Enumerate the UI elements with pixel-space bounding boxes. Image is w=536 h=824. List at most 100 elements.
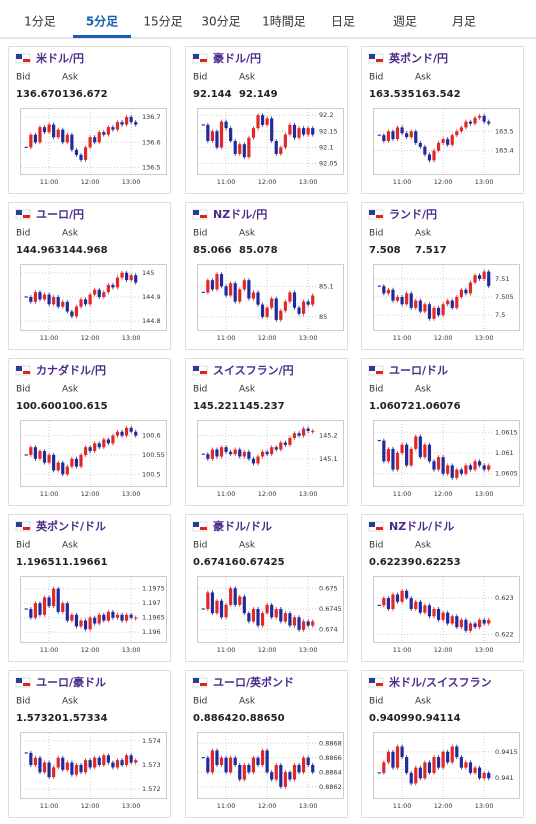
candle — [74, 149, 79, 155]
candle — [459, 469, 463, 474]
candle — [418, 767, 422, 779]
candle — [265, 750, 269, 773]
candle — [97, 132, 101, 143]
candle — [405, 293, 409, 305]
candle — [288, 437, 292, 445]
ask-value: 0.67425 — [239, 557, 285, 568]
candle — [83, 760, 88, 773]
candle — [260, 613, 265, 626]
candle — [418, 436, 422, 458]
candle — [29, 752, 33, 765]
y-tick-label: 1.0615 — [495, 428, 518, 436]
chart-frame — [373, 420, 520, 487]
ask-label: Ask — [239, 229, 256, 239]
candle — [102, 439, 106, 448]
candle — [106, 439, 110, 444]
ask-value: 144.968 — [62, 245, 108, 256]
chart-frame — [20, 264, 167, 331]
flag — [376, 683, 383, 686]
y-tick-label: 92.05 — [319, 160, 338, 168]
candle — [279, 147, 283, 154]
candle — [129, 755, 133, 763]
candle — [391, 594, 395, 609]
candle — [129, 427, 133, 432]
ask-label: Ask — [415, 229, 432, 239]
candle — [70, 311, 74, 317]
y-tick-label: 7.5 — [495, 311, 505, 319]
chart-frame — [373, 576, 520, 643]
ask-value: 7.517 — [415, 245, 447, 256]
candle — [219, 274, 224, 287]
y-tick-label: 144.9 — [142, 293, 161, 301]
y-tick-label: 0.8862 — [319, 783, 342, 791]
y-tick-label: 136.5 — [142, 163, 161, 171]
card-border — [8, 358, 171, 506]
candle — [292, 433, 297, 438]
candle — [134, 617, 138, 619]
x-tick-label: 11:00 — [40, 334, 59, 342]
candle — [29, 297, 33, 302]
y-tick-label: 1.196 — [142, 628, 161, 636]
candle — [311, 430, 315, 432]
tab[interactable]: 1時間足 — [262, 15, 306, 29]
candle — [274, 609, 278, 618]
x-tick-label: 12:00 — [434, 646, 453, 654]
y-tick-label: 1.061 — [495, 449, 514, 457]
flag — [193, 366, 199, 371]
candle — [464, 762, 468, 768]
x-tick-label: 13:00 — [122, 334, 141, 342]
candle — [61, 757, 65, 770]
bid-label: Bid — [369, 73, 383, 83]
candle — [215, 750, 219, 765]
tab[interactable]: 週足 — [393, 15, 417, 29]
candle — [274, 141, 278, 154]
candle — [33, 447, 37, 459]
tab[interactable]: 日足 — [331, 15, 355, 29]
candle — [125, 614, 129, 621]
bid-value: 7.508 — [369, 245, 401, 256]
candle — [111, 127, 115, 130]
candle — [436, 457, 441, 470]
rate-card[interactable]: NZドル/円 Bid Ask 85.066 85.078 85 85.1 11:00 12:00… — [185, 202, 348, 350]
candle — [42, 597, 47, 615]
candle — [120, 431, 124, 436]
rate-card[interactable]: 豪ドル/円 Bid Ask 92.144 92.149 92.05 92.1 92.15 92.… — [185, 46, 348, 194]
candle — [292, 124, 297, 138]
y-tick-label: 145.1 — [319, 455, 338, 463]
y-tick-label: 7.51 — [495, 275, 509, 283]
rate-card[interactable]: ランド/円 Bid Ask 7.508 7.517 7.5 7.505 7.51 11:00 12… — [361, 202, 524, 350]
tab[interactable]: 月足 — [452, 15, 476, 29]
candle — [61, 603, 65, 612]
candle — [93, 137, 97, 143]
candle — [219, 447, 224, 457]
candle — [93, 617, 97, 624]
tab[interactable]: 5分足 — [86, 14, 118, 29]
candle — [283, 772, 287, 787]
candle — [224, 286, 228, 296]
candle — [391, 448, 395, 470]
pair-title: 英ポンド/円 — [388, 51, 448, 65]
candle — [446, 751, 450, 763]
candle — [414, 436, 418, 449]
tab[interactable]: 1分足 — [24, 15, 56, 29]
candle — [115, 431, 120, 436]
tab[interactable]: 30分足 — [201, 15, 240, 29]
tab[interactable]: 15分足 — [143, 15, 182, 29]
candle — [395, 746, 400, 768]
pair-title: スイスフラン/円 — [213, 364, 294, 377]
ask-value: 1.57334 — [62, 713, 108, 724]
candle — [400, 127, 404, 134]
candle — [242, 765, 246, 780]
